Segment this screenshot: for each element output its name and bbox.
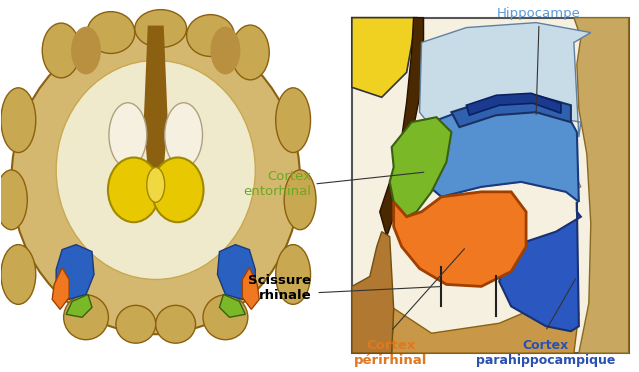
Polygon shape	[242, 267, 259, 310]
Ellipse shape	[12, 26, 300, 334]
Ellipse shape	[64, 295, 109, 340]
Polygon shape	[66, 294, 92, 317]
Polygon shape	[574, 17, 629, 353]
Polygon shape	[352, 232, 394, 353]
Ellipse shape	[156, 305, 196, 343]
Polygon shape	[144, 26, 167, 170]
Ellipse shape	[275, 245, 311, 304]
Polygon shape	[451, 95, 571, 127]
Polygon shape	[392, 303, 579, 353]
Ellipse shape	[0, 170, 27, 230]
Polygon shape	[420, 23, 591, 137]
Polygon shape	[390, 117, 451, 217]
Ellipse shape	[203, 295, 248, 340]
Polygon shape	[466, 93, 561, 115]
Ellipse shape	[231, 25, 269, 80]
Text: Cortex
parahippocampique: Cortex parahippocampique	[475, 339, 615, 367]
Ellipse shape	[210, 26, 240, 74]
Polygon shape	[56, 245, 94, 299]
Ellipse shape	[116, 305, 156, 343]
Polygon shape	[52, 267, 69, 310]
FancyBboxPatch shape	[352, 17, 629, 353]
Ellipse shape	[71, 26, 101, 74]
Ellipse shape	[284, 170, 316, 230]
Ellipse shape	[275, 88, 311, 153]
Ellipse shape	[1, 88, 36, 153]
Polygon shape	[352, 17, 417, 97]
Text: Cortex
entorhinal: Cortex entorhinal	[243, 170, 311, 198]
Ellipse shape	[187, 15, 235, 57]
Ellipse shape	[109, 103, 147, 167]
Ellipse shape	[56, 60, 256, 279]
Text: Hippocampe: Hippocampe	[497, 7, 581, 20]
Polygon shape	[420, 127, 581, 197]
Polygon shape	[217, 245, 256, 299]
Ellipse shape	[1, 245, 36, 304]
Ellipse shape	[151, 157, 203, 222]
Polygon shape	[380, 17, 424, 237]
Ellipse shape	[108, 157, 160, 222]
Ellipse shape	[42, 23, 80, 78]
Text: Scissure
rhinale: Scissure rhinale	[248, 274, 311, 302]
Polygon shape	[394, 192, 526, 286]
Polygon shape	[499, 202, 581, 331]
Ellipse shape	[165, 103, 203, 167]
Polygon shape	[420, 105, 579, 202]
Ellipse shape	[147, 167, 165, 202]
Polygon shape	[219, 294, 245, 317]
Text: Cortex
périrhinal: Cortex périrhinal	[354, 339, 427, 367]
Ellipse shape	[135, 10, 187, 48]
Ellipse shape	[87, 12, 135, 54]
